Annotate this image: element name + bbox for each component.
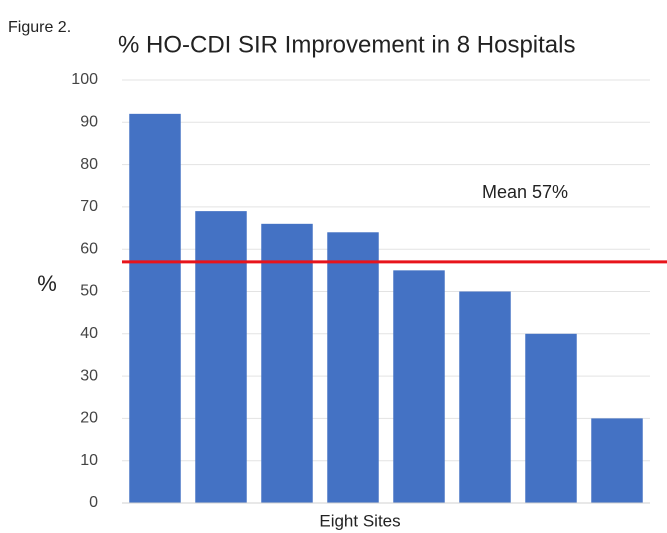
bar <box>195 211 247 503</box>
mean-label: Mean 57% <box>482 182 568 202</box>
y-tick-label: 60 <box>80 240 98 257</box>
y-axis-label: % <box>37 271 57 296</box>
y-tick-label: 90 <box>80 114 98 131</box>
figure-label: Figure 2. <box>8 19 71 36</box>
y-tick-label: 70 <box>80 198 98 215</box>
bar <box>129 113 181 503</box>
bar <box>327 232 379 503</box>
bar <box>525 333 577 503</box>
bar <box>591 418 643 503</box>
bar <box>393 270 445 503</box>
y-tick-label: 40 <box>80 325 98 342</box>
y-tick-label: 80 <box>80 156 98 173</box>
y-tick-label: 100 <box>71 71 98 88</box>
y-tick-label: 20 <box>80 410 98 427</box>
y-tick-label: 50 <box>80 283 98 300</box>
y-tick-label: 0 <box>89 494 98 511</box>
y-tick-label: 30 <box>80 367 98 384</box>
bar <box>261 223 313 503</box>
y-tick-label: 10 <box>80 452 98 469</box>
bar <box>459 291 511 503</box>
x-axis-label: Eight Sites <box>319 511 400 530</box>
chart-title: % HO-CDI SIR Improvement in 8 Hospitals <box>118 31 575 58</box>
